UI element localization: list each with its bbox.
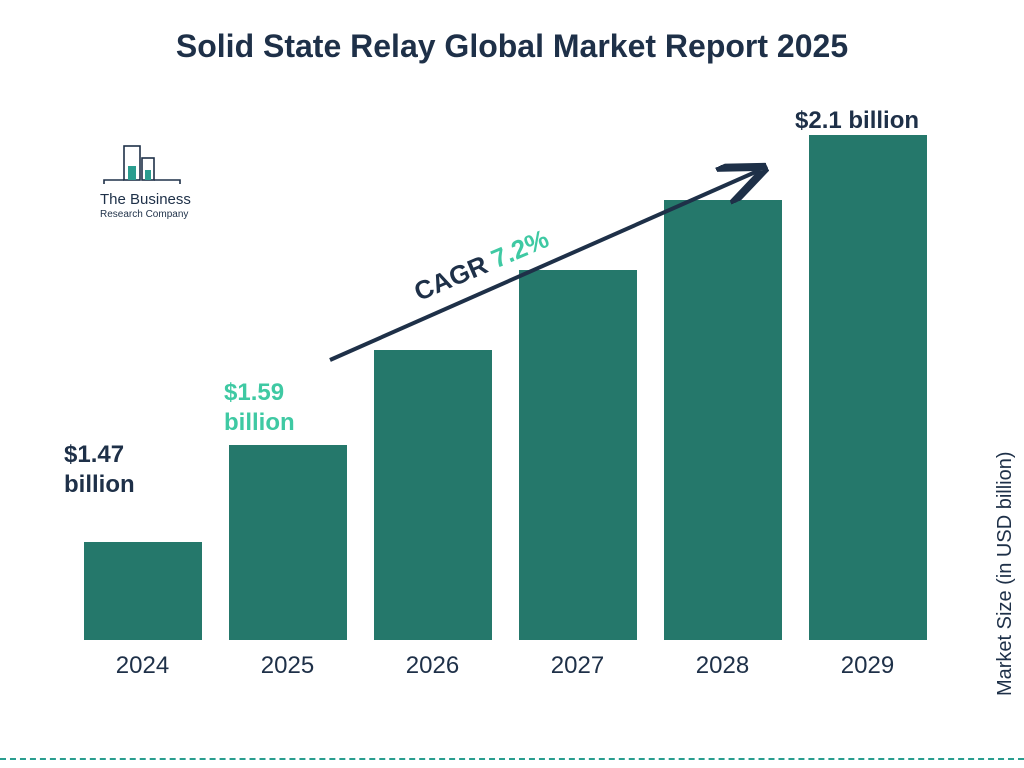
bar-value-label: $2.1 billion bbox=[795, 106, 919, 136]
bar bbox=[229, 445, 347, 640]
chart-title: Solid State Relay Global Market Report 2… bbox=[0, 28, 1024, 65]
x-axis-tick-label: 2028 bbox=[663, 652, 783, 680]
bar bbox=[374, 350, 492, 640]
bar bbox=[664, 200, 782, 640]
x-axis-tick-label: 2026 bbox=[373, 652, 493, 680]
bar-chart: 2024 2025 2026 2027 2028 2029 bbox=[70, 120, 940, 680]
bar-wrap bbox=[518, 270, 638, 640]
bar-wrap bbox=[663, 200, 783, 640]
x-axis-tick-label: 2027 bbox=[518, 652, 638, 680]
bar-value-label: $1.47billion bbox=[64, 440, 135, 500]
bar-wrap bbox=[228, 445, 348, 640]
x-axis-tick-label: 2025 bbox=[228, 652, 348, 680]
x-axis-labels: 2024 2025 2026 2027 2028 2029 bbox=[70, 652, 940, 680]
bar-wrap bbox=[83, 542, 203, 640]
x-axis-tick-label: 2029 bbox=[808, 652, 928, 680]
x-axis-tick-label: 2024 bbox=[83, 652, 203, 680]
bottom-dashed-divider bbox=[0, 758, 1024, 760]
bar-wrap bbox=[373, 350, 493, 640]
y-axis-label: Market Size (in USD billion) bbox=[995, 452, 1018, 697]
bar bbox=[809, 135, 927, 640]
bars-container bbox=[70, 120, 940, 640]
bar-value-label: $1.59billion bbox=[224, 378, 295, 438]
bar-wrap bbox=[808, 135, 928, 640]
bar bbox=[519, 270, 637, 640]
bar bbox=[84, 542, 202, 640]
